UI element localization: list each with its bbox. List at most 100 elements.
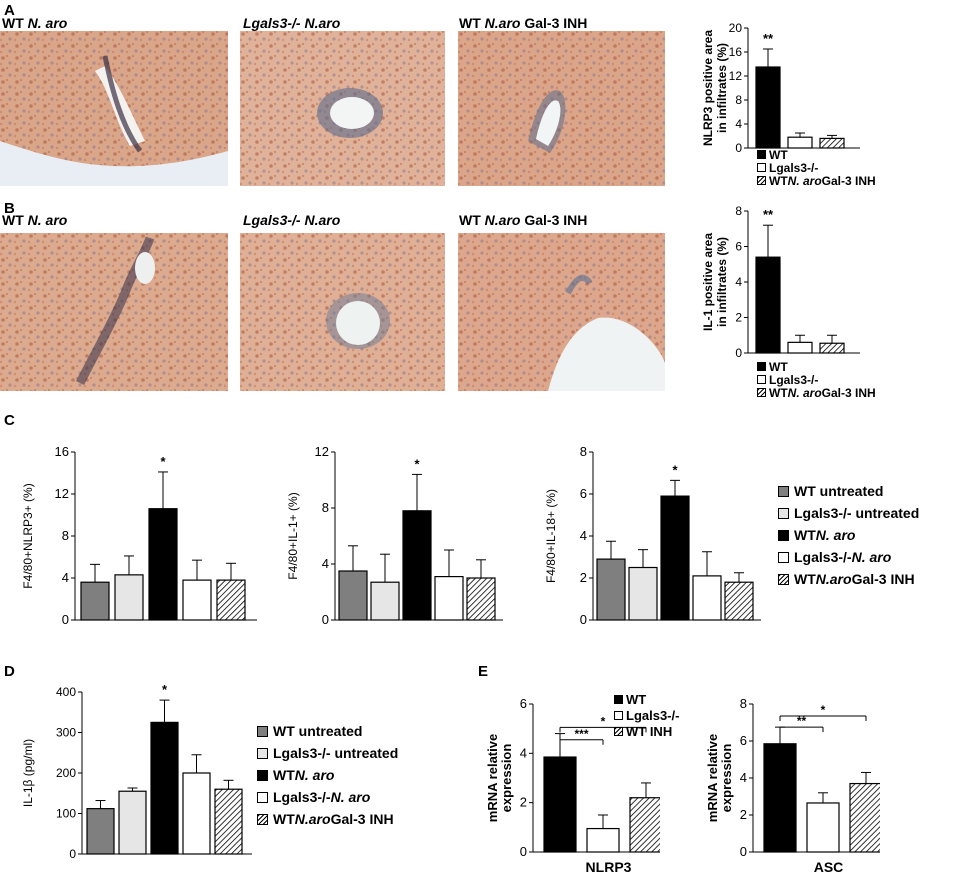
bar xyxy=(80,581,110,621)
y-axis-label: expression xyxy=(719,744,734,813)
y-axis-label: in infiltrates (%) xyxy=(715,43,729,133)
bar xyxy=(755,66,781,149)
micrograph-b-lgals3-naro xyxy=(240,233,445,391)
y-tick-label: 12 xyxy=(315,444,329,459)
bar xyxy=(763,743,797,853)
y-tick-label: 16 xyxy=(55,444,69,459)
bar xyxy=(543,756,577,853)
panel-letter-d: D xyxy=(4,663,15,680)
y-tick-label: 6 xyxy=(580,486,587,501)
swatch-white xyxy=(614,710,623,720)
image-label-b2: Lgals3-/- N.aro xyxy=(243,212,341,228)
chart-e-asc: 0 2 4 6 8 mRNA relative expression ** * ASC xyxy=(705,690,904,882)
legend-e-lgals3: Lgals3-/- xyxy=(614,707,679,723)
legend-a-inh: WT N. aro Gal-3 INH xyxy=(757,174,876,188)
significance-marker: * xyxy=(414,456,420,471)
bar xyxy=(402,510,432,621)
bar xyxy=(596,558,626,621)
bar xyxy=(755,256,781,354)
bar xyxy=(787,341,813,354)
bracket-label: ** xyxy=(797,714,807,728)
legend-c-lgals3-untreated: Lgals3-/- untreated xyxy=(778,502,919,524)
y-tick-label: 100 xyxy=(56,807,76,821)
bracket-label: * xyxy=(601,714,606,728)
panel-letter-c: C xyxy=(4,412,15,429)
bar xyxy=(114,574,144,621)
y-tick-label: 8 xyxy=(735,93,742,107)
bar xyxy=(586,827,620,853)
micrograph-b-wt-naro xyxy=(0,233,228,391)
y-tick-label: 20 xyxy=(729,21,743,35)
y-axis-label: F4/80+IL-18+ (%) xyxy=(544,489,558,583)
swatch-white xyxy=(757,163,766,172)
legend-b-wt: WT xyxy=(757,360,876,374)
y-axis-label: F4/80+IL-1+ (%) xyxy=(286,492,300,579)
micrograph-a-lgals3-naro xyxy=(240,31,445,186)
micrograph-b-wt-naro-gal3-inh xyxy=(458,233,665,391)
y-axis-label: NLRP3 positive area xyxy=(701,30,715,146)
y-tick-label: 2 xyxy=(520,795,527,810)
swatch-hatch xyxy=(257,813,268,825)
legend-a-lgals3: Lgals3-/- xyxy=(757,161,876,175)
swatch-black xyxy=(757,150,766,159)
bar xyxy=(182,579,212,621)
bar xyxy=(150,721,179,855)
chart-d-il1b: 0 100 200 300 400 IL-1β (pg/ml) * xyxy=(20,680,255,870)
swatch-lightgray xyxy=(257,747,268,759)
legend-b: WT Lgals3-/- WT N. aro Gal-3 INH xyxy=(757,360,876,400)
y-tick-label: 200 xyxy=(56,766,76,780)
y-tick-label: 0 xyxy=(69,847,76,861)
legend-e-inh: WT INH xyxy=(614,723,679,739)
y-axis-label: IL-1β (pg/ml) xyxy=(21,739,35,807)
significance-marker: ** xyxy=(763,31,774,46)
legend-b-inh: WT N. aro Gal-3 INH xyxy=(757,386,876,400)
swatch-white xyxy=(778,551,789,563)
bar xyxy=(787,136,813,149)
legend-c-wt-untreated: WT untreated xyxy=(778,480,919,502)
significance-marker: * xyxy=(160,454,166,469)
legend-a-wt: WT xyxy=(757,148,876,162)
swatch-gray xyxy=(257,725,268,737)
y-tick-label: 8 xyxy=(735,204,742,218)
bracket-label: * xyxy=(821,703,826,717)
panel-letter-a: A xyxy=(4,2,15,19)
y-tick-label: 8 xyxy=(322,500,329,515)
y-tick-label: 6 xyxy=(520,696,527,711)
chart-a-nlrp3: 0 4 8 12 16 20 NLRP3 positive area in infiltrat… xyxy=(700,20,860,170)
chart-c-il1: 0 4 8 12 F4/80+IL-1+ (%) * xyxy=(285,440,530,645)
y-tick-label: 6 xyxy=(735,240,742,254)
panel-letter-b: B xyxy=(4,200,15,217)
bar xyxy=(182,772,211,855)
swatch-hatch xyxy=(778,573,789,585)
chart-b-il1: 0 2 4 6 8 IL-1 positive area in infiltrates (%… xyxy=(700,203,860,363)
y-tick-label: 12 xyxy=(55,486,69,501)
y-tick-label: 0 xyxy=(580,612,587,627)
bar xyxy=(819,342,845,354)
y-tick-label: 8 xyxy=(740,696,747,711)
y-tick-label: 12 xyxy=(729,69,743,83)
y-axis-label: in infiltrates (%) xyxy=(715,237,729,327)
bar xyxy=(692,575,722,621)
y-tick-label: 0 xyxy=(735,346,742,358)
chart-c-nlrp3: 0 4 8 12 16 F4/80+NLRP3+ (%) * xyxy=(20,440,270,645)
x-axis-label: NLRP3 xyxy=(586,859,632,875)
bar xyxy=(118,790,147,855)
swatch-black xyxy=(257,769,268,781)
y-tick-label: 4 xyxy=(322,556,329,571)
significance-marker: * xyxy=(162,682,168,697)
legend-d-inh: WT N.aro Gal-3 INH xyxy=(257,808,398,830)
legend-d-lgals3-naro: Lgals3-/- N. aro xyxy=(257,786,398,808)
significance-marker: ** xyxy=(763,207,774,222)
y-tick-label: 4 xyxy=(735,117,742,131)
swatch-gray xyxy=(778,485,789,497)
bar xyxy=(660,495,690,621)
swatch-hatch xyxy=(757,388,766,397)
chart-e-nlrp3: 0 2 4 6 mRNA relative expression *** * NLRP3 xyxy=(485,690,684,882)
y-tick-label: 4 xyxy=(735,275,742,289)
swatch-hatch xyxy=(614,726,623,736)
bar xyxy=(214,788,243,855)
y-tick-label: 0 xyxy=(520,844,527,859)
legend-c-lgals3-naro: Lgals3-/- N. aro xyxy=(778,546,919,568)
bar xyxy=(148,508,178,621)
y-tick-label: 16 xyxy=(729,45,743,59)
